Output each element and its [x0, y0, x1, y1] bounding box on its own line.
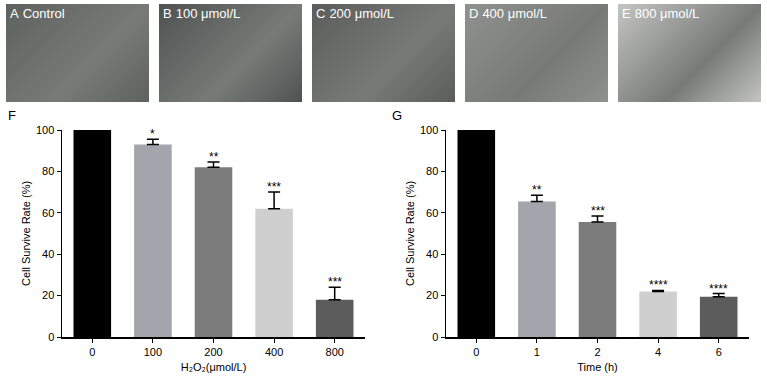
svg-text:0: 0	[432, 331, 438, 343]
svg-text:0: 0	[48, 331, 54, 343]
svg-text:20: 20	[42, 289, 54, 301]
svg-text:4: 4	[655, 346, 661, 358]
svg-text:****: ****	[709, 282, 728, 296]
svg-text:****: ****	[649, 278, 668, 292]
svg-text:**: **	[532, 183, 542, 197]
svg-text:Cell Survive Rate (%): Cell Survive Rate (%)	[404, 181, 416, 286]
svg-text:60: 60	[42, 207, 54, 219]
html-text:B 100 μmol/L: B 100 μmol/L	[163, 6, 241, 21]
svg-text:Time (h): Time (h)	[577, 361, 618, 373]
svg-text:40: 40	[426, 248, 438, 260]
svg-text:100: 100	[144, 346, 162, 358]
html-text:D 400 μmol/L: D 400 μmol/L	[469, 6, 547, 21]
svg-text:40: 40	[42, 248, 54, 260]
svg-text:100: 100	[420, 124, 438, 136]
svg-text:200: 200	[204, 346, 222, 358]
svg-text:***: ***	[328, 275, 342, 289]
html-text:F: F	[8, 108, 16, 123]
svg-text:100: 100	[36, 124, 54, 136]
svg-text:80: 80	[42, 165, 54, 177]
svg-text:**: **	[209, 150, 219, 164]
svg-text:0: 0	[473, 346, 479, 358]
html-text:A Control: A Control	[10, 6, 65, 21]
html-text:C 200 μmol/L: C 200 μmol/L	[316, 6, 394, 21]
svg-text:400: 400	[265, 346, 283, 358]
svg-text:6: 6	[716, 346, 722, 358]
svg-text:*: *	[150, 127, 155, 141]
svg-text:2: 2	[594, 346, 600, 358]
svg-text:H₂O₂(μmol/L): H₂O₂(μmol/L)	[181, 361, 247, 373]
svg-text:60: 60	[426, 207, 438, 219]
svg-text:***: ***	[267, 180, 281, 194]
svg-text:Cell Survive Rate (%): Cell Survive Rate (%)	[20, 181, 32, 286]
html-text:E 800 μmol/L: E 800 μmol/L	[622, 6, 700, 21]
svg-text:80: 80	[426, 165, 438, 177]
svg-text:800: 800	[326, 346, 344, 358]
svg-text:20: 20	[426, 289, 438, 301]
html-text:G: G	[392, 108, 403, 123]
svg-text:***: ***	[591, 204, 605, 218]
svg-text:0: 0	[89, 346, 95, 358]
svg-text:1: 1	[534, 346, 540, 358]
